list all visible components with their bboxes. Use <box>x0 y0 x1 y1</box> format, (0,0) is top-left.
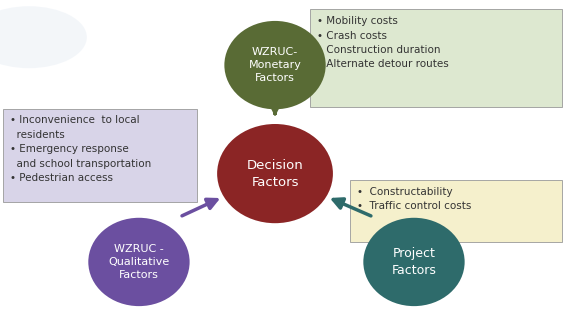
FancyBboxPatch shape <box>350 180 562 242</box>
Ellipse shape <box>364 218 464 306</box>
Text: Decision
Factors: Decision Factors <box>247 159 303 188</box>
Text: Project
Factors: Project Factors <box>391 247 437 277</box>
Ellipse shape <box>224 21 325 109</box>
Text: •  Constructability
•  Traffic control costs: • Constructability • Traffic control cos… <box>357 187 472 211</box>
Text: WZRUC -
Qualitative
Factors: WZRUC - Qualitative Factors <box>108 244 170 280</box>
Circle shape <box>0 6 87 68</box>
Text: • Mobility costs
• Crash costs
• Construction duration
• Alternate detour routes: • Mobility costs • Crash costs • Constru… <box>317 16 449 69</box>
Ellipse shape <box>89 218 190 306</box>
Text: • Inconvenience  to local
  residents
• Emergency response
  and school transpor: • Inconvenience to local residents • Eme… <box>10 115 151 183</box>
FancyBboxPatch shape <box>3 108 197 202</box>
Ellipse shape <box>217 124 333 223</box>
FancyBboxPatch shape <box>310 9 562 107</box>
Text: WZRUC-
Monetary
Factors: WZRUC- Monetary Factors <box>248 47 302 83</box>
